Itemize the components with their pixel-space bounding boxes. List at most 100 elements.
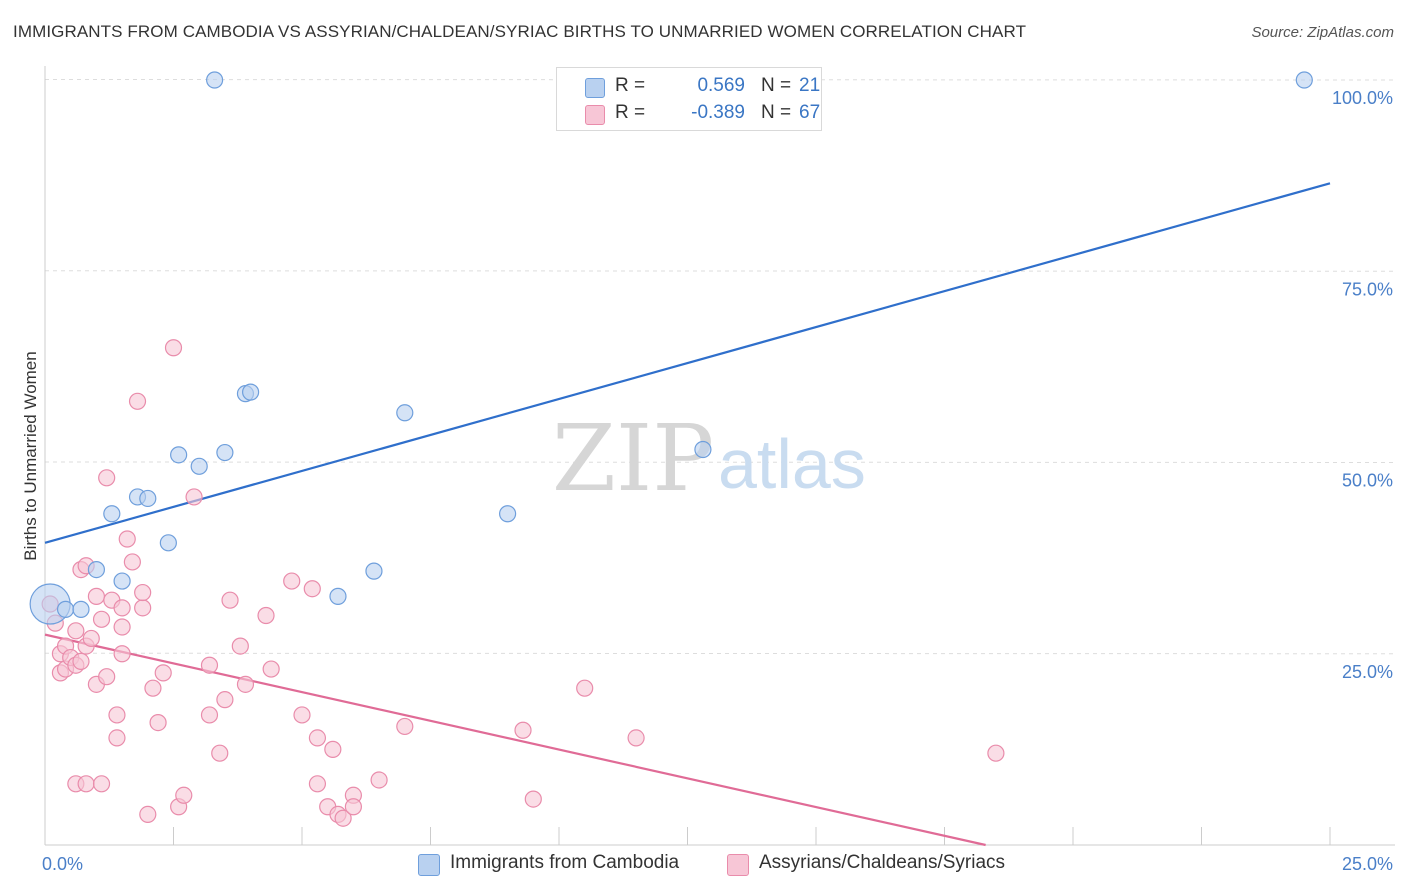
data-point-cambodia [56, 600, 75, 618]
data-point-cambodia [365, 562, 383, 580]
data-point-assyrian [344, 798, 362, 816]
data-point-assyrian [144, 679, 162, 697]
grid-line-y [44, 270, 1396, 272]
legend-swatch-pink [585, 105, 605, 125]
data-point-assyrian [211, 744, 229, 762]
legend-r-value: 0.569 [697, 75, 745, 96]
data-point-assyrian [108, 729, 126, 747]
data-point-cambodia [113, 572, 131, 590]
data-point-assyrian [98, 469, 116, 487]
data-point-assyrian [134, 599, 152, 617]
trend-lines [44, 182, 1331, 847]
data-point-cambodia [190, 457, 208, 475]
data-point-assyrian [72, 652, 90, 671]
data-point-assyrian [257, 606, 275, 625]
data-point-cambodia [329, 587, 347, 605]
data-point-assyrian [324, 740, 342, 758]
data-point-assyrian [236, 675, 255, 693]
data-point-assyrian [123, 553, 141, 571]
y-tick-label: 75.0% [1342, 279, 1393, 299]
data-point-cambodia [159, 534, 177, 552]
data-point-assyrian [221, 591, 239, 609]
legend-n-value: 67 [799, 102, 821, 123]
data-point-assyrian [262, 660, 280, 678]
data-point-assyrian [231, 637, 249, 655]
legend-r-label: R = [615, 75, 646, 96]
y-tick-label: 100.0% [1332, 88, 1393, 108]
data-point-assyrian [200, 656, 219, 674]
legend-n-label: N = [761, 75, 792, 96]
data-point-assyrian [149, 713, 167, 732]
data-point-assyrian [92, 610, 111, 628]
data-point-cambodia [396, 404, 414, 422]
data-point-assyrian [77, 775, 95, 793]
data-point-cambodia [1295, 71, 1313, 89]
data-point-assyrian [87, 587, 106, 605]
data-point-cambodia [87, 560, 106, 579]
y-tick-labels: 25.0% 50.0% 75.0% 100.0% [1332, 88, 1393, 682]
trend-line-assyrian [44, 633, 986, 847]
legend-n-value: 21 [799, 75, 821, 96]
data-point-assyrian [308, 775, 327, 793]
data-point-assyrian [293, 706, 311, 724]
data-point-cambodia [694, 440, 712, 459]
data-point-assyrian [92, 775, 111, 793]
data-point-assyrian [283, 572, 301, 590]
data-point-assyrian [128, 392, 147, 410]
series-label-cambodia: Immigrants from Cambodia [450, 852, 680, 873]
data-point-assyrian [308, 729, 327, 747]
data-point-assyrian [98, 668, 116, 686]
data-point-assyrian [118, 530, 136, 548]
x-tick-labels: 0.0% 25.0% [42, 854, 1393, 874]
axes [44, 66, 1395, 846]
x-tick-label: 25.0% [1342, 854, 1393, 874]
data-point-assyrian [82, 629, 100, 648]
data-point-assyrian [987, 744, 1005, 762]
data-point-cambodia [242, 383, 260, 401]
y-tick-label: 50.0% [1342, 471, 1393, 491]
watermark-atlas: atlas [718, 425, 866, 503]
data-point-assyrian [113, 599, 131, 617]
series-swatch-pink [727, 854, 749, 876]
data-point-assyrian [67, 622, 85, 640]
data-point-assyrian [175, 786, 193, 804]
grid-line-y [44, 461, 1396, 463]
data-point-assyrian [154, 664, 172, 682]
data-point-assyrian [139, 805, 157, 824]
source-credit: Source: ZipAtlas.com [1251, 24, 1394, 41]
series-swatch-blue [418, 854, 440, 876]
grid-lines [44, 79, 1396, 655]
data-point-cambodia [499, 505, 517, 523]
data-point-cambodia [72, 600, 90, 618]
series-label-assyrian: Assyrians/Chaldeans/Syriacs [759, 852, 1006, 873]
data-point-assyrian [113, 618, 131, 636]
data-point-assyrian [113, 645, 131, 663]
legend-r-label: R = [615, 102, 646, 123]
y-tick-label: 25.0% [1342, 662, 1393, 682]
data-point-cambodia [216, 443, 234, 462]
correlation-legend: R = 0.569 N = 21 R = -0.389 N = 67 [556, 67, 822, 131]
data-point-assyrian [576, 679, 594, 697]
legend-r-value: -0.389 [691, 102, 745, 123]
data-point-assyrian [108, 706, 126, 724]
data-points [29, 71, 1313, 827]
legend-swatch-blue [585, 78, 605, 98]
watermark-zip: ZIP [552, 405, 714, 512]
data-point-cambodia [139, 489, 157, 508]
data-point-cambodia [206, 71, 224, 89]
y-axis-label: Births to Unmarried Women [21, 351, 40, 560]
data-point-cambodia [170, 446, 188, 464]
x-tick-label: 0.0% [42, 854, 83, 874]
data-point-assyrian [334, 809, 352, 827]
chart-title: IMMIGRANTS FROM CAMBODIA VS ASSYRIAN/CHA… [13, 22, 1027, 41]
data-point-assyrian [200, 706, 219, 724]
grid-line-y [44, 652, 1396, 655]
data-point-cambodia [103, 505, 121, 523]
data-point-assyrian [303, 580, 321, 598]
data-point-assyrian [627, 729, 645, 747]
data-point-assyrian [524, 790, 542, 808]
data-point-assyrian [164, 339, 183, 357]
trend-line-cambodia [44, 182, 1331, 544]
data-point-assyrian [514, 721, 532, 739]
